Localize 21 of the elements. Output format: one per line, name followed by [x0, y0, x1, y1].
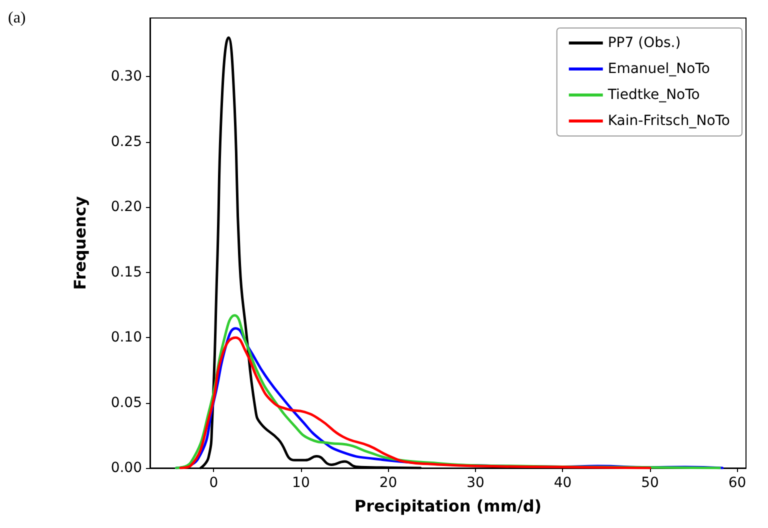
text: (a) [8, 10, 26, 26]
x-tick-label: 40 [554, 475, 572, 491]
legend-label: PP7 (Obs.) [608, 35, 681, 51]
y-tick-label: 0.00 [110, 460, 142, 476]
y-tick-label: 0.20 [110, 199, 142, 216]
x-tick-label: 20 [379, 475, 398, 491]
x-tick-label: 0 [209, 475, 218, 491]
y-axis-title: Frequency [70, 196, 90, 290]
x-tick-label: 10 [292, 475, 310, 491]
x-tick-label: 30 [466, 475, 484, 491]
legend-label: Emanuel_NoTo [608, 61, 710, 77]
y-tick-label: 0.15 [110, 264, 142, 280]
y-tick-label: 0.05 [110, 394, 142, 411]
legend-label: Tiedtke_NoTo [606, 87, 700, 103]
x-axis-title: Precipitation (mm/d) [354, 496, 542, 516]
y-tick-label: 0.10 [110, 330, 142, 346]
y-tick-label: 0.30 [110, 68, 142, 85]
x-tick-label: 50 [641, 475, 659, 491]
legend-label: Kain-Fritsch_NoTo [608, 113, 730, 129]
x-tick-label: 60 [728, 475, 746, 491]
y-tick-label: 0.25 [110, 134, 142, 150]
